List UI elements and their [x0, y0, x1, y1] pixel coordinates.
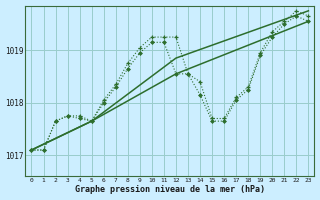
- X-axis label: Graphe pression niveau de la mer (hPa): Graphe pression niveau de la mer (hPa): [75, 185, 265, 194]
